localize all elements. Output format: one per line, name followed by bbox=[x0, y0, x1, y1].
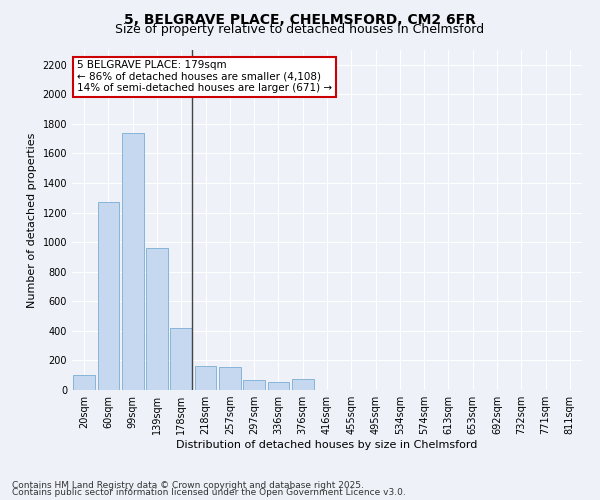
Bar bbox=[268, 382, 289, 390]
Text: Contains public sector information licensed under the Open Government Licence v3: Contains public sector information licen… bbox=[12, 488, 406, 497]
Y-axis label: Number of detached properties: Number of detached properties bbox=[27, 132, 37, 308]
Bar bbox=[146, 248, 168, 390]
Text: Contains HM Land Registry data © Crown copyright and database right 2025.: Contains HM Land Registry data © Crown c… bbox=[12, 480, 364, 490]
Bar bbox=[170, 328, 192, 390]
Bar bbox=[97, 202, 119, 390]
Text: Size of property relative to detached houses in Chelmsford: Size of property relative to detached ho… bbox=[115, 22, 485, 36]
Bar bbox=[292, 379, 314, 390]
Bar bbox=[243, 380, 265, 390]
Bar bbox=[194, 366, 217, 390]
Text: 5 BELGRAVE PLACE: 179sqm
← 86% of detached houses are smaller (4,108)
14% of sem: 5 BELGRAVE PLACE: 179sqm ← 86% of detach… bbox=[77, 60, 332, 94]
Text: 5, BELGRAVE PLACE, CHELMSFORD, CM2 6FR: 5, BELGRAVE PLACE, CHELMSFORD, CM2 6FR bbox=[124, 12, 476, 26]
X-axis label: Distribution of detached houses by size in Chelmsford: Distribution of detached houses by size … bbox=[176, 440, 478, 450]
Bar bbox=[122, 133, 143, 390]
Bar bbox=[219, 367, 241, 390]
Bar bbox=[73, 375, 95, 390]
